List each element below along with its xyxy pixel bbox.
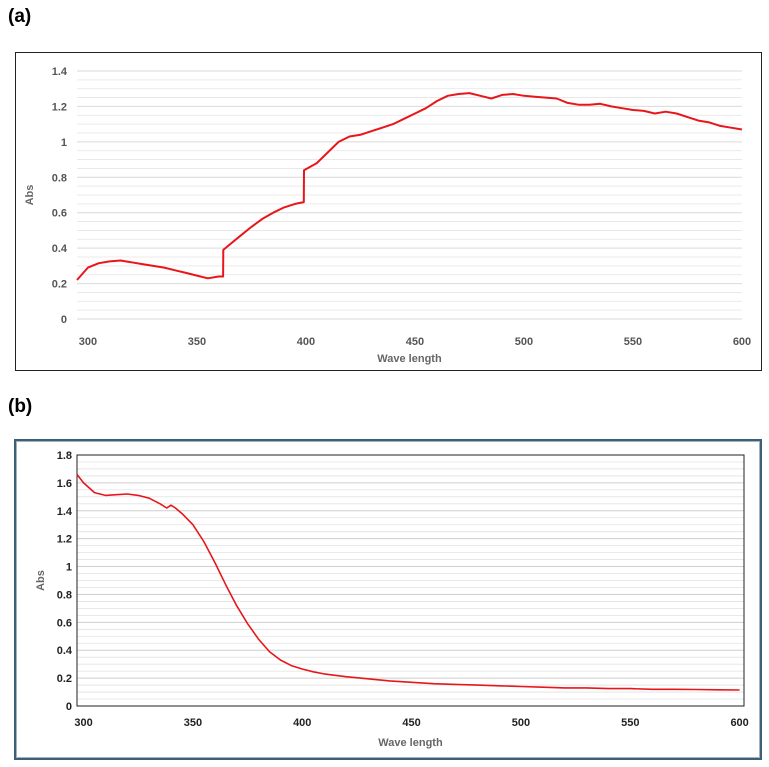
- panel-label-b: (b): [8, 396, 33, 417]
- chart-a: 0 0.2 0.4 0.6 0.8 1 1.2 1.4 300 350 400 450 500 550 60…: [24, 66, 751, 365]
- x-axis-title: Wave length: [378, 737, 443, 749]
- x-tick-label: 300: [74, 717, 92, 729]
- plot-area-border: [76, 454, 745, 707]
- y-tick-label: 1.2: [57, 534, 72, 546]
- x-tick-label: 400: [297, 336, 315, 348]
- x-tick-label: 300: [79, 336, 97, 348]
- y-tick-label: 0.8: [57, 589, 72, 601]
- x-tick-label: 350: [188, 336, 206, 348]
- y-tick-label: 0.6: [57, 617, 72, 629]
- chart-a-grid: [77, 70, 742, 320]
- x-tick-label: 550: [621, 717, 639, 729]
- y-axis-title: Abs: [24, 185, 36, 206]
- y-tick-label: 0.4: [57, 645, 73, 657]
- y-tick-label: 1.4: [52, 66, 68, 78]
- x-tick-label: 600: [733, 336, 751, 348]
- chart-a-series-line-0: [76, 92, 743, 281]
- x-tick-label: 450: [406, 336, 424, 348]
- chart-a-frame: [15, 52, 762, 371]
- x-axis-title: Wave length: [377, 353, 442, 365]
- chart-b-series-line-0: [76, 474, 740, 691]
- x-tick-label: 450: [402, 717, 420, 729]
- panel-label-a: (a): [8, 6, 32, 27]
- chart-b: 0 0.2 0.4 0.6 0.8 1 1.2 1.4 1.6 1.8 300 350 400 450 50…: [35, 450, 749, 749]
- y-tick-label: 1: [66, 562, 72, 574]
- y-tick-label: 1.2: [52, 101, 67, 113]
- y-tick-label: 0.2: [52, 279, 67, 291]
- y-tick-label: 1.4: [57, 506, 73, 518]
- y-tick-label: 1.8: [57, 450, 72, 462]
- x-tick-label: 350: [184, 717, 202, 729]
- y-tick-label: 0.8: [52, 172, 67, 184]
- chart-b-grid: [77, 454, 744, 707]
- x-tick-label: 500: [512, 717, 530, 729]
- y-tick-label: 0.2: [57, 673, 72, 685]
- y-tick-label: 0.6: [52, 208, 67, 220]
- y-tick-label: 1: [61, 137, 67, 149]
- y-tick-label: 0.4: [52, 243, 68, 255]
- y-axis-title: Abs: [35, 570, 47, 591]
- x-tick-label: 550: [624, 336, 642, 348]
- y-tick-label: 0: [61, 314, 67, 326]
- y-tick-label: 0: [66, 701, 72, 713]
- x-tick-label: 400: [293, 717, 311, 729]
- x-tick-label: 500: [515, 336, 533, 348]
- y-tick-label: 1.6: [57, 478, 72, 490]
- x-tick-label: 600: [730, 717, 748, 729]
